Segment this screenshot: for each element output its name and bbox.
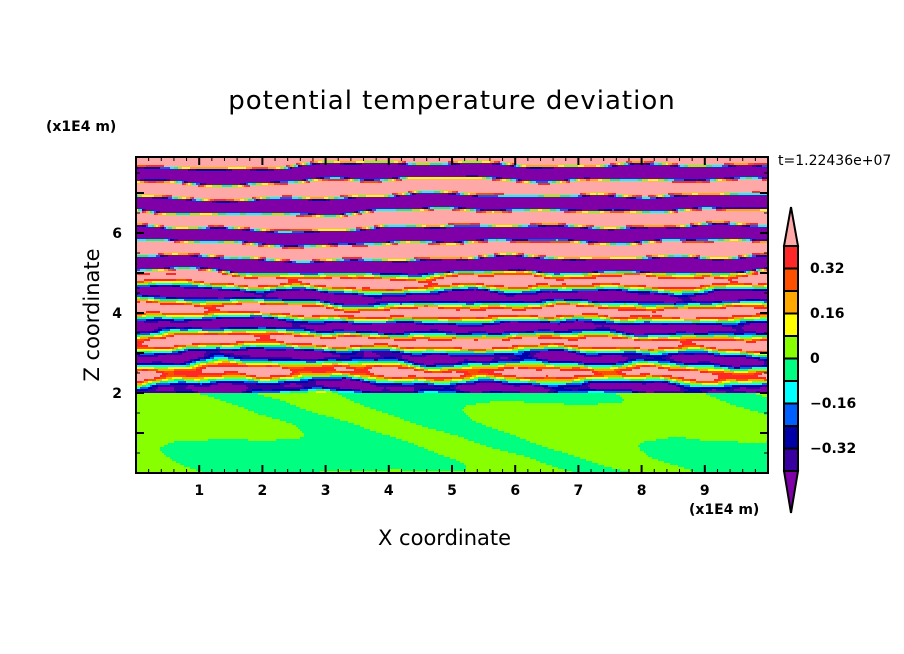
colorbar-label: 0 [810,350,820,367]
x-tick-label: 4 [384,483,394,499]
chart-title: potential temperature deviation [228,86,676,116]
colorbar-extend-high [782,206,800,247]
y-tick-label: 4 [112,306,122,322]
x-tick-label: 5 [447,483,457,499]
y-tick-label: 2 [112,386,122,402]
x-tick-label: 8 [637,483,647,499]
x-tick-label: 9 [700,483,710,499]
x-tick-label: 6 [510,483,520,499]
colorbar-box [783,245,799,270]
y-tick-label: 6 [112,226,122,242]
contour-field [136,157,768,473]
x-tick-label: 3 [321,483,331,499]
x-tick-label: 2 [258,483,268,499]
colorbar-box [783,425,799,450]
colorbar-box [783,402,799,427]
colorbar-box [783,312,799,337]
colorbar-label: −0.32 [810,440,857,457]
colorbar-box [783,267,799,292]
colorbar-box [783,290,799,315]
colorbar-box [783,380,799,405]
plot-frame [135,156,769,474]
colorbar-label: −0.16 [810,395,857,412]
x-axis-unit: (x1E4 m) [689,502,760,518]
colorbar-box [783,335,799,360]
colorbar-label: 0.32 [810,260,845,277]
colorbar-box [783,357,799,382]
colorbar-label: 0.16 [810,305,845,322]
colorbar-extend-low [782,470,800,514]
y-axis-unit: (x1E4 m) [46,119,117,135]
x-tick-label: 7 [574,483,584,499]
x-tick-label: 1 [194,483,204,499]
time-annotation: t=1.22436e+07 [778,153,892,169]
colorbar-box [783,447,799,472]
x-axis-label: X coordinate [378,526,512,550]
